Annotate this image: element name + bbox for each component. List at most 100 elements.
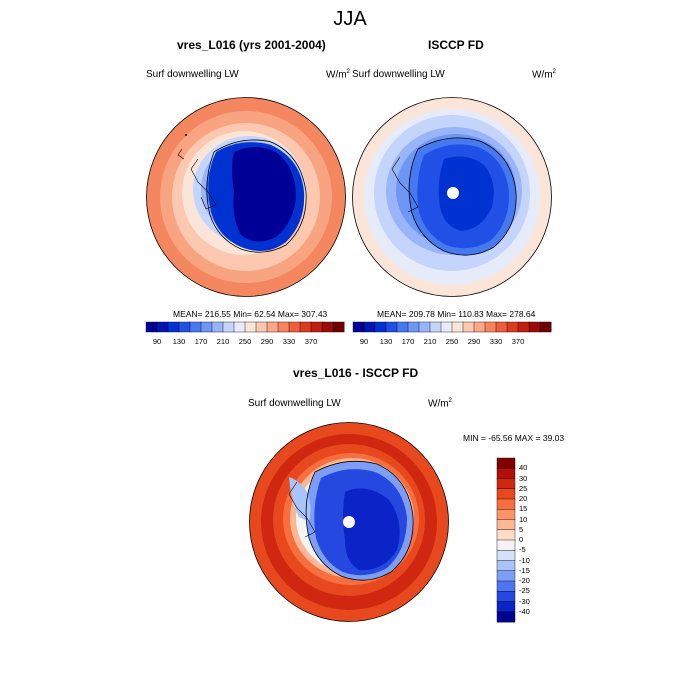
- colorbar-tick-label: 10: [519, 514, 528, 524]
- panel-2-unit-label: W/m2: [532, 69, 556, 81]
- colorbar-swatch: [506, 321, 519, 333]
- colorbar-tick-label: -20: [519, 576, 530, 585]
- colorbar-tick-label: 210: [216, 337, 230, 346]
- colorbar-swatch: [440, 321, 453, 333]
- panel-1-polar-map: [146, 97, 346, 297]
- colorbar-tick-label: 90: [359, 337, 369, 346]
- colorbar-swatch: [178, 321, 191, 333]
- panel-1-colorbar: [145, 321, 345, 333]
- figure-title: JJA: [333, 8, 367, 30]
- colorbar-tick-label: 90: [152, 337, 162, 346]
- colorbar-swatch: [244, 321, 257, 333]
- colorbar-swatch: [451, 321, 464, 333]
- colorbar-swatch: [167, 321, 180, 333]
- panel-2-variable-label: Surf downwelling LW: [352, 69, 445, 80]
- colorbar-tick-label: 25: [519, 483, 528, 493]
- colorbar-swatch: [396, 321, 409, 333]
- colorbar-swatch: [321, 321, 334, 333]
- panel-3-statistics: MIN = -65.56 MAX = 39.03: [463, 433, 565, 443]
- colorbar-tick-label: -40: [519, 606, 530, 616]
- colorbar-swatch: [211, 321, 224, 333]
- colorbar-tick-label: 130: [172, 337, 186, 346]
- colorbar-tick-label: -10: [519, 555, 530, 565]
- colorbar-tick-label: 210: [423, 337, 437, 346]
- colorbar-swatch: [496, 468, 516, 479]
- colorbar-swatch: [484, 321, 497, 333]
- panel-1-statistics: MEAN= 216.55 Min= 62.54 Max= 307.43: [173, 309, 328, 319]
- colorbar-swatch: [332, 321, 345, 333]
- colorbar-swatch: [156, 321, 169, 333]
- colorbar-tick-label: 20: [519, 494, 528, 503]
- colorbar-tick-label: 290: [260, 337, 274, 346]
- panel-3-colorbar: [496, 457, 516, 623]
- colorbar-tick-label: -30: [519, 596, 530, 606]
- colorbar-swatch: [496, 478, 516, 490]
- colorbar-swatch: [496, 560, 516, 572]
- colorbar-tick-label: 170: [401, 337, 415, 346]
- colorbar-tick-label: 30: [519, 473, 528, 483]
- colorbar-tick-label: 370: [304, 337, 318, 346]
- colorbar-swatch: [266, 321, 279, 333]
- panel-2-colorbar: [352, 321, 552, 333]
- colorbar-swatch: [539, 321, 552, 333]
- colorbar-swatch: [255, 321, 268, 333]
- colorbar-tick-label: -15: [519, 565, 530, 575]
- colorbar-swatch: [496, 457, 516, 469]
- colorbar-swatch: [374, 321, 387, 333]
- colorbar-tick-label: 250: [238, 337, 252, 346]
- colorbar-swatch: [407, 321, 420, 333]
- colorbar-swatch: [418, 321, 431, 333]
- colorbar-swatch: [496, 539, 516, 551]
- colorbar-swatch: [496, 529, 516, 541]
- colorbar-tick-label: 15: [519, 504, 528, 514]
- colorbar-swatch: [496, 611, 516, 623]
- colorbar-swatch: [496, 509, 516, 520]
- colorbar-swatch: [145, 321, 158, 333]
- colorbar-swatch: [495, 321, 508, 333]
- colorbar-tick-label: 330: [489, 337, 503, 346]
- colorbar-tick-label: 5: [519, 524, 524, 534]
- panel-3-unit-label: W/m2: [428, 398, 452, 410]
- colorbar-tick-label: -25: [519, 586, 530, 596]
- colorbar-swatch: [429, 321, 442, 333]
- colorbar-swatch: [189, 321, 202, 333]
- colorbar-swatch: [496, 550, 516, 561]
- colorbar-swatch: [496, 519, 516, 531]
- panel-2-title: ISCCP FD: [428, 38, 484, 52]
- colorbar-tick-label: 250: [445, 337, 459, 346]
- panel-2-statistics: MEAN= 209.78 Min= 110.83 Max= 278.64: [377, 309, 536, 319]
- colorbar-tick-label: 290: [467, 337, 481, 346]
- colorbar-swatch: [517, 321, 530, 333]
- panel-1-unit-label: W/m2: [326, 69, 350, 81]
- colorbar-swatch: [496, 591, 516, 602]
- colorbar-tick-label: 370: [511, 337, 525, 346]
- colorbar-swatch: [385, 321, 398, 333]
- colorbar-tick-label: 170: [194, 337, 208, 346]
- colorbar-swatch: [222, 321, 235, 333]
- panel-1-variable-label: Surf downwelling LW: [146, 69, 239, 80]
- colorbar-swatch: [496, 488, 516, 500]
- colorbar-swatch: [352, 321, 365, 333]
- colorbar-swatch: [310, 321, 323, 333]
- colorbar-tick-label: 40: [519, 463, 528, 473]
- colorbar-swatch: [363, 321, 376, 333]
- colorbar-swatch: [496, 570, 516, 582]
- colorbar-tick-label: 130: [379, 337, 393, 346]
- colorbar-swatch: [288, 321, 301, 333]
- colorbar-swatch: [200, 321, 213, 333]
- colorbar-tick-label: 330: [282, 337, 296, 346]
- colorbar-swatch: [496, 580, 516, 592]
- colorbar-tick-label: 0: [519, 535, 524, 544]
- colorbar-swatch: [299, 321, 312, 333]
- panel-3-title: vres_L016 - ISCCP FD: [293, 366, 419, 380]
- colorbar-swatch: [277, 321, 290, 333]
- colorbar-swatch: [473, 321, 486, 333]
- colorbar-swatch: [496, 498, 516, 510]
- colorbar-swatch: [528, 321, 541, 333]
- panel-1-title: vres_L016 (yrs 2001-2004): [177, 38, 326, 52]
- panel-2-polar-map: [352, 97, 552, 297]
- colorbar-tick-label: -5: [519, 545, 526, 555]
- colorbar-swatch: [496, 601, 516, 613]
- colorbar-swatch: [462, 321, 475, 333]
- panel-3-variable-label: Surf downwelling LW: [248, 398, 341, 409]
